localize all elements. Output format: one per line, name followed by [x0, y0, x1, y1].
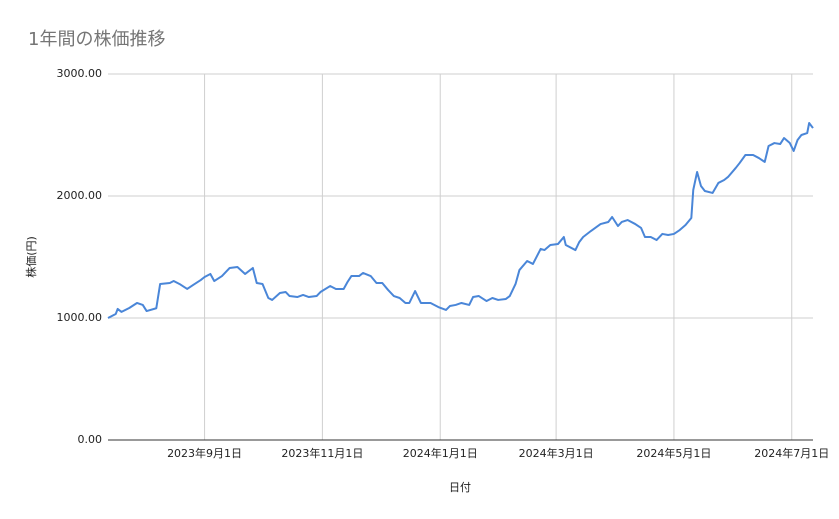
y-axis-label: 株価(円): [24, 236, 38, 278]
y-tick-label: 0.00: [78, 433, 103, 446]
y-tick-label: 1000.00: [57, 311, 103, 324]
x-tick-label: 2024年3月1日: [519, 446, 594, 460]
x-axis-label: 日付: [449, 481, 471, 494]
x-tick-label: 2023年11月1日: [281, 446, 363, 460]
x-tick-label: 2023年9月1日: [167, 446, 242, 460]
x-tick-label: 2024年5月1日: [636, 446, 711, 460]
y-tick-label: 2000.00: [57, 189, 103, 202]
chart-title: 1年間の株価推移: [28, 29, 165, 50]
x-tick-label: 2024年7月1日: [754, 446, 829, 460]
x-tick-label: 2024年1月1日: [403, 446, 478, 460]
line: [107, 122, 814, 319]
y-tick-label: 3000.00: [57, 67, 103, 80]
